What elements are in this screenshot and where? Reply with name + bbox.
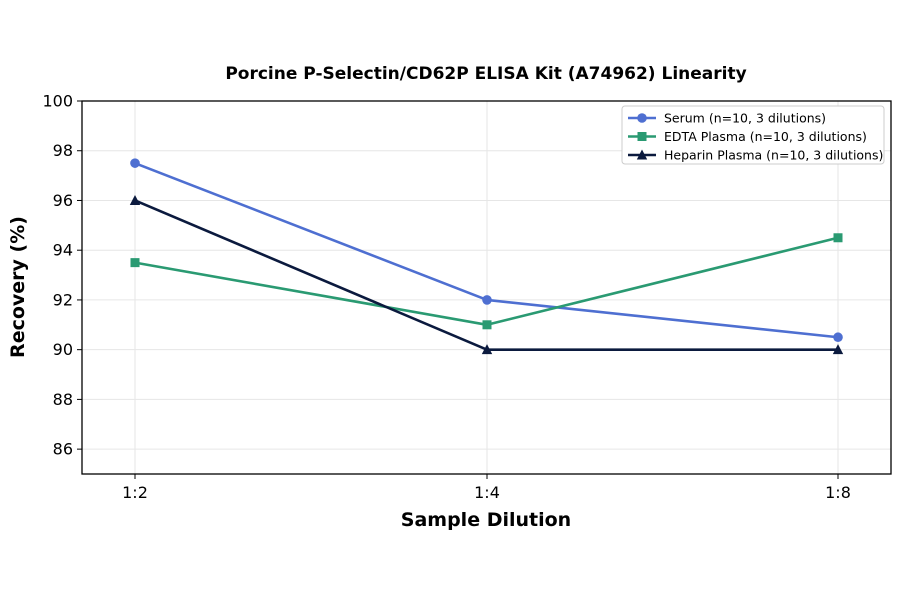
data-point — [482, 320, 492, 330]
y-tick-label: 94 — [53, 241, 73, 260]
series-2 — [130, 233, 843, 330]
x-tick-label: 1:4 — [474, 483, 500, 502]
legend-label: EDTA Plasma (n=10, 3 dilutions) — [664, 129, 867, 144]
y-tick-label: 100 — [42, 92, 73, 111]
data-point — [129, 194, 141, 205]
series-3 — [129, 194, 844, 355]
data-point — [833, 332, 843, 343]
plot-frame — [81, 100, 892, 475]
legend-entry: EDTA Plasma (n=10, 3 dilutions) — [628, 129, 867, 144]
y-tick-label: 88 — [53, 390, 73, 409]
x-tick-label: 1:8 — [825, 483, 851, 502]
legend-marker — [637, 132, 647, 141]
data-point — [482, 295, 492, 305]
data-point — [833, 233, 843, 243]
y-tick-label: 92 — [53, 290, 73, 309]
y-axis-ticks: 86 88 90 92 94 96 98 100 — [42, 92, 82, 459]
data-point — [481, 344, 493, 355]
legend-label: Heparin Plasma (n=10, 3 dilutions) — [664, 148, 883, 163]
legend: Serum (n=10, 3 dilutions) EDTA Plasma (n=… — [621, 105, 885, 165]
series-layer — [129, 158, 844, 355]
data-point — [832, 344, 844, 355]
series-1 — [130, 158, 843, 343]
y-axis-label: Recovery (%) — [7, 216, 29, 358]
y-tick-label: 98 — [53, 141, 73, 160]
y-tick-label: 96 — [53, 191, 73, 210]
y-tick-label: 90 — [53, 340, 73, 359]
x-axis-label: Sample Dilution — [401, 509, 571, 531]
legend-entry: Heparin Plasma (n=10, 3 dilutions) — [628, 148, 883, 163]
legend-box — [621, 105, 885, 165]
x-tick-label: 1:2 — [122, 483, 148, 502]
data-point — [130, 158, 140, 168]
data-point — [130, 258, 140, 268]
legend-entry: Serum (n=10, 3 dilutions) — [628, 111, 826, 126]
chart-title: Porcine P-Selectin/CD62P ELISA Kit (A749… — [225, 64, 746, 84]
legend-marker — [636, 149, 648, 160]
legend-label: Serum (n=10, 3 dilutions) — [664, 111, 826, 126]
x-axis-ticks: 1:2 1:4 1:8 — [122, 474, 851, 502]
legend-marker — [637, 113, 647, 123]
y-tick-label: 86 — [53, 440, 73, 459]
